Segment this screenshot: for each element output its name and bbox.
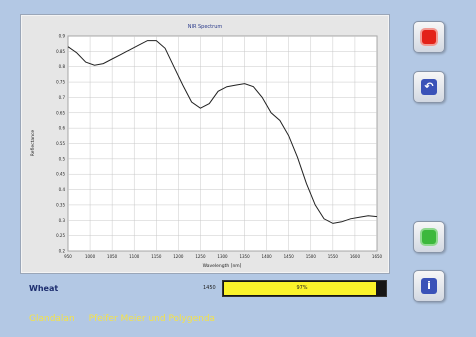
x-tick-label: 1650 bbox=[372, 254, 383, 259]
y-tick-label: 0.85 bbox=[56, 49, 65, 54]
green-icon bbox=[422, 230, 436, 244]
x-tick-label: 1250 bbox=[195, 254, 206, 259]
x-tick-label: 1600 bbox=[350, 254, 361, 259]
y-tick-label: 0.3 bbox=[59, 218, 66, 223]
y-tick-label: 0.55 bbox=[56, 141, 65, 146]
y-tick-label: 0.5 bbox=[59, 156, 66, 161]
x-tick-label: 1450 bbox=[284, 254, 295, 259]
x-tick-label: 1100 bbox=[129, 254, 140, 259]
y-tick-label: 0.4 bbox=[59, 187, 66, 192]
progress-fill bbox=[224, 282, 377, 295]
x-tick-label: 1500 bbox=[306, 254, 317, 259]
y-tick-label: 0.8 bbox=[59, 64, 66, 69]
footer-right: Pfeifer Meier und Polygenda bbox=[88, 314, 216, 324]
confirm-button[interactable] bbox=[413, 221, 445, 253]
spectrum-chart-panel: NIR Spectrum 950 1000 1050 1100 1150 1200 1250… bbox=[20, 14, 390, 274]
record-icon bbox=[422, 30, 436, 44]
sample-name: Wheat bbox=[29, 284, 59, 293]
x-tick-label: 1000 bbox=[85, 254, 96, 259]
x-tick-label: 1150 bbox=[151, 254, 162, 259]
undo-button[interactable]: ↶ bbox=[413, 71, 445, 103]
x-axis-label: Wavelength [nm] bbox=[203, 263, 242, 269]
y-tick-label: 0.35 bbox=[56, 202, 65, 207]
undo-icon: ↶ bbox=[421, 79, 437, 95]
y-tick-label: 0.75 bbox=[56, 80, 65, 85]
record-button[interactable] bbox=[413, 21, 445, 53]
chart-title: NIR Spectrum bbox=[188, 24, 223, 30]
y-tick-label: 0.9 bbox=[59, 34, 66, 39]
x-tick-label: 1050 bbox=[107, 254, 118, 259]
x-tick-label: 1300 bbox=[217, 254, 228, 259]
chart-ticks: 950 1000 1050 1100 1150 1200 1250 1300 1350 1400 1… bbox=[56, 34, 382, 260]
progress-label: 1450 bbox=[203, 285, 216, 291]
x-tick-label: 1350 bbox=[239, 254, 250, 259]
info-icon: i bbox=[421, 278, 437, 294]
info-button[interactable]: i bbox=[413, 270, 445, 302]
series-line-spectrum bbox=[67, 40, 378, 224]
y-tick-label: 0.25 bbox=[56, 233, 65, 238]
y-tick-label: 0.45 bbox=[56, 172, 65, 177]
y-tick-label: 0.7 bbox=[59, 95, 66, 100]
y-tick-label: 0.2 bbox=[59, 249, 66, 254]
progress-bar: 97% bbox=[222, 280, 387, 297]
spectrum-chart: NIR Spectrum 950 1000 1050 1100 1150 1200 1250… bbox=[30, 24, 383, 269]
x-tick-label: 1200 bbox=[173, 254, 184, 259]
x-tick-label: 1550 bbox=[328, 254, 339, 259]
progress-value: 97% bbox=[296, 285, 308, 291]
x-tick-label: 1400 bbox=[262, 254, 273, 259]
footer-left: Glandalan bbox=[29, 314, 75, 324]
y-tick-label: 0.65 bbox=[56, 110, 65, 115]
y-tick-label: 0.6 bbox=[59, 126, 66, 131]
x-tick-label: 950 bbox=[64, 254, 72, 259]
chart-grid bbox=[67, 35, 378, 252]
footer-text: Glandalan Pfeifer Meier und Polygenda bbox=[29, 314, 215, 324]
y-axis-label: Reflectance bbox=[30, 130, 36, 157]
